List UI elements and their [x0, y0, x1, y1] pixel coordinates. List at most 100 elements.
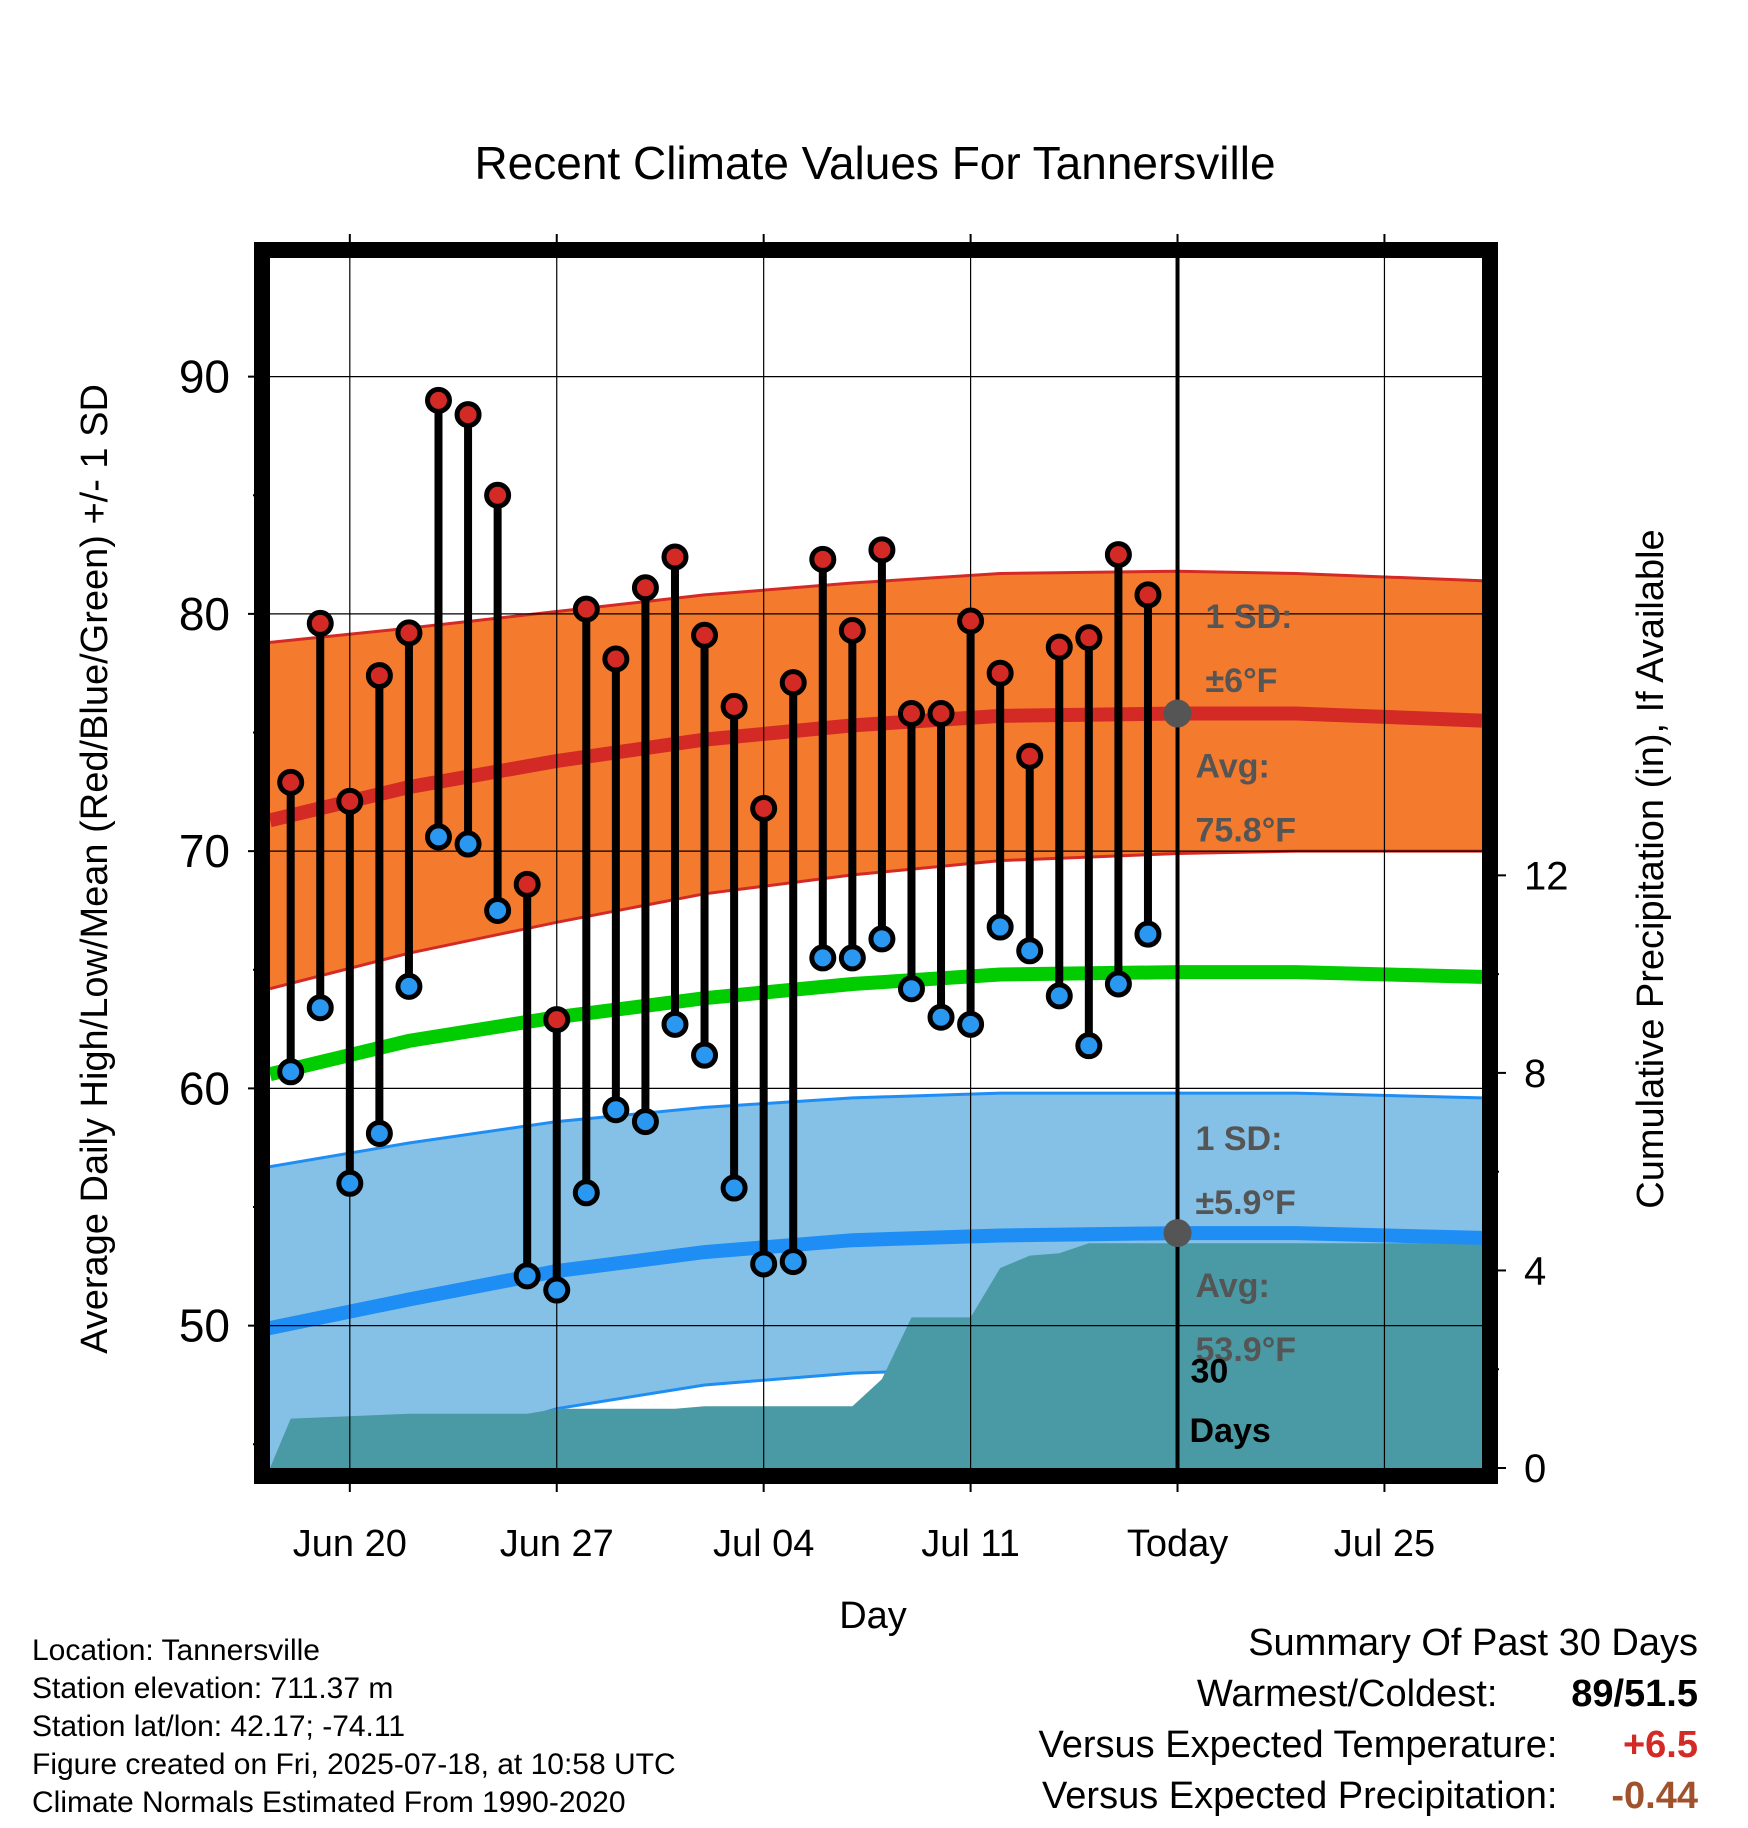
footer-created: Figure created on Fri, 2025-07-18, at 10… [32, 1748, 676, 1781]
high-sd-label: 1 SD: [1206, 598, 1293, 636]
daily-low-point [306, 994, 334, 1022]
y-axis-label: Average Daily High/Low/Mean (Red/Blue/Gr… [74, 384, 116, 1354]
daily-low-point [927, 1003, 955, 1031]
x-tick-label-jun-20: Jun 20 [293, 1523, 407, 1565]
daily-low-point [572, 1179, 600, 1207]
daily-high-point [424, 386, 452, 414]
daily-high-point [543, 1006, 571, 1034]
daily-low-point [1045, 982, 1073, 1010]
daily-low-point [868, 925, 896, 953]
daily-high-point [691, 621, 719, 649]
y2-tick-label-12: 12 [1524, 854, 1569, 898]
summary-temperature: Versus Expected Temperature: +6.5 [1039, 1724, 1698, 1767]
high-avg-value: 75.8°F [1196, 812, 1297, 850]
daily-low-point [631, 1108, 659, 1136]
y-tick-label-80: 80 [179, 588, 230, 640]
daily-low-point [720, 1174, 748, 1202]
today-low-avg-marker [1163, 1219, 1192, 1248]
summary-precip-value: -0.44 [1611, 1775, 1698, 1817]
daily-high-point [1075, 624, 1103, 652]
daily-low-point [986, 913, 1014, 941]
daily-high-point [484, 481, 512, 509]
x-tick-label-today: Today [1127, 1523, 1228, 1565]
days-word: Days [1190, 1412, 1271, 1450]
daily-high-point [306, 609, 334, 637]
daily-high-point [868, 536, 896, 564]
x-tick-label-jul-04: Jul 04 [713, 1523, 814, 1565]
daily-high-point [572, 595, 600, 623]
x-tick-label-jul-25: Jul 25 [1334, 1523, 1435, 1565]
x-tick-label-jun-27: Jun 27 [500, 1523, 614, 1565]
daily-high-point [838, 616, 866, 644]
daily-high-point [1016, 742, 1044, 770]
daily-low-point [513, 1262, 541, 1290]
daily-high-point [513, 870, 541, 898]
daily-low-point [691, 1041, 719, 1069]
low-avg-value: 53.9°F [1196, 1331, 1297, 1369]
y-tick-label-50: 50 [179, 1300, 230, 1352]
high-avg-label: Avg: [1196, 748, 1270, 786]
daily-low-point [602, 1096, 630, 1124]
daily-low-point [750, 1250, 778, 1278]
daily-low-point [277, 1058, 305, 1086]
daily-low-point [809, 944, 837, 972]
footer-latlon: Station lat/lon: 42.17; -74.11 [32, 1710, 406, 1743]
y-tick-label-70: 70 [179, 825, 230, 877]
daily-low-point [543, 1276, 571, 1304]
summary-title: Summary Of Past 30 Days [1248, 1622, 1698, 1664]
daily-high-point [1104, 541, 1132, 569]
low-sd-band-upper-edge [270, 1091, 1482, 1169]
daily-high-point [1045, 633, 1073, 661]
daily-high-point [661, 543, 689, 571]
plot-area: 1 SD: ±6°F Avg: 75.8°F 1 SD: ±5.9°F Avg: 53.9°F… [179, 234, 1569, 1565]
daily-high-point [277, 768, 305, 796]
y-tick-label-60: 60 [179, 1062, 230, 1114]
low-avg-label: Avg: [1196, 1267, 1270, 1305]
y2-axis-label: Cumulative Precipitation (in), If Availa… [1630, 529, 1672, 1208]
footer-location: Location: Tannersville [32, 1634, 320, 1667]
daily-low-point [957, 1010, 985, 1038]
high-sd-value: ±6°F [1206, 662, 1278, 700]
daily-high-point [336, 787, 364, 815]
summary-warm-value: 89/51.5 [1571, 1673, 1698, 1715]
y-tick-label-90: 90 [179, 351, 230, 403]
daily-low-point [897, 975, 925, 1003]
daily-high-point [631, 574, 659, 602]
daily-high-point [809, 545, 837, 573]
daily-low-point [484, 896, 512, 924]
daily-low-point [395, 972, 423, 1000]
normal-mean-line [270, 965, 1482, 1082]
daily-high-point [365, 662, 393, 690]
summary-warmest-coldest: Warmest/Coldest: 89/51.5 [1197, 1673, 1698, 1716]
low-sd-label: 1 SD: [1196, 1120, 1283, 1158]
daily-high-point [927, 700, 955, 728]
daily-high-point [454, 401, 482, 429]
days-count: 30 [1191, 1353, 1229, 1391]
plot-inner: 1 SD: ±6°F Avg: 75.8°F 1 SD: ±5.9°F Avg: 53.9°F… [270, 258, 1482, 1468]
daily-low-point [1104, 970, 1132, 998]
y2-tick-label-0: 0 [1524, 1447, 1546, 1491]
chart-title: Recent Climate Values For Tannersville [474, 137, 1275, 189]
daily-high-point [1134, 581, 1162, 609]
summary-warm-label: Warmest/Coldest: [1196, 1673, 1498, 1715]
y2-tick-label-4: 4 [1524, 1249, 1546, 1293]
daily-low-point [1075, 1032, 1103, 1060]
daily-low-point [365, 1119, 393, 1147]
daily-high-point [986, 659, 1014, 687]
y2-tick-label-8: 8 [1524, 1052, 1546, 1096]
plot-frame [254, 242, 1498, 1484]
daily-low-point [424, 823, 452, 851]
daily-high-point [720, 692, 748, 720]
summary-precip-label: Versus Expected Precipitation: [1042, 1775, 1558, 1817]
daily-high-point [750, 794, 778, 822]
high-sd-band-upper-edge [270, 569, 1482, 644]
daily-high-point [897, 700, 925, 728]
daily-low-point [336, 1169, 364, 1197]
daily-low-point [1016, 937, 1044, 965]
daily-high-point [395, 619, 423, 647]
footer-normals: Climate Normals Estimated From 1990-2020 [32, 1786, 626, 1819]
daily-low-point [661, 1010, 689, 1038]
daily-low-point [838, 944, 866, 972]
summary-temp-value: +6.5 [1622, 1724, 1698, 1766]
